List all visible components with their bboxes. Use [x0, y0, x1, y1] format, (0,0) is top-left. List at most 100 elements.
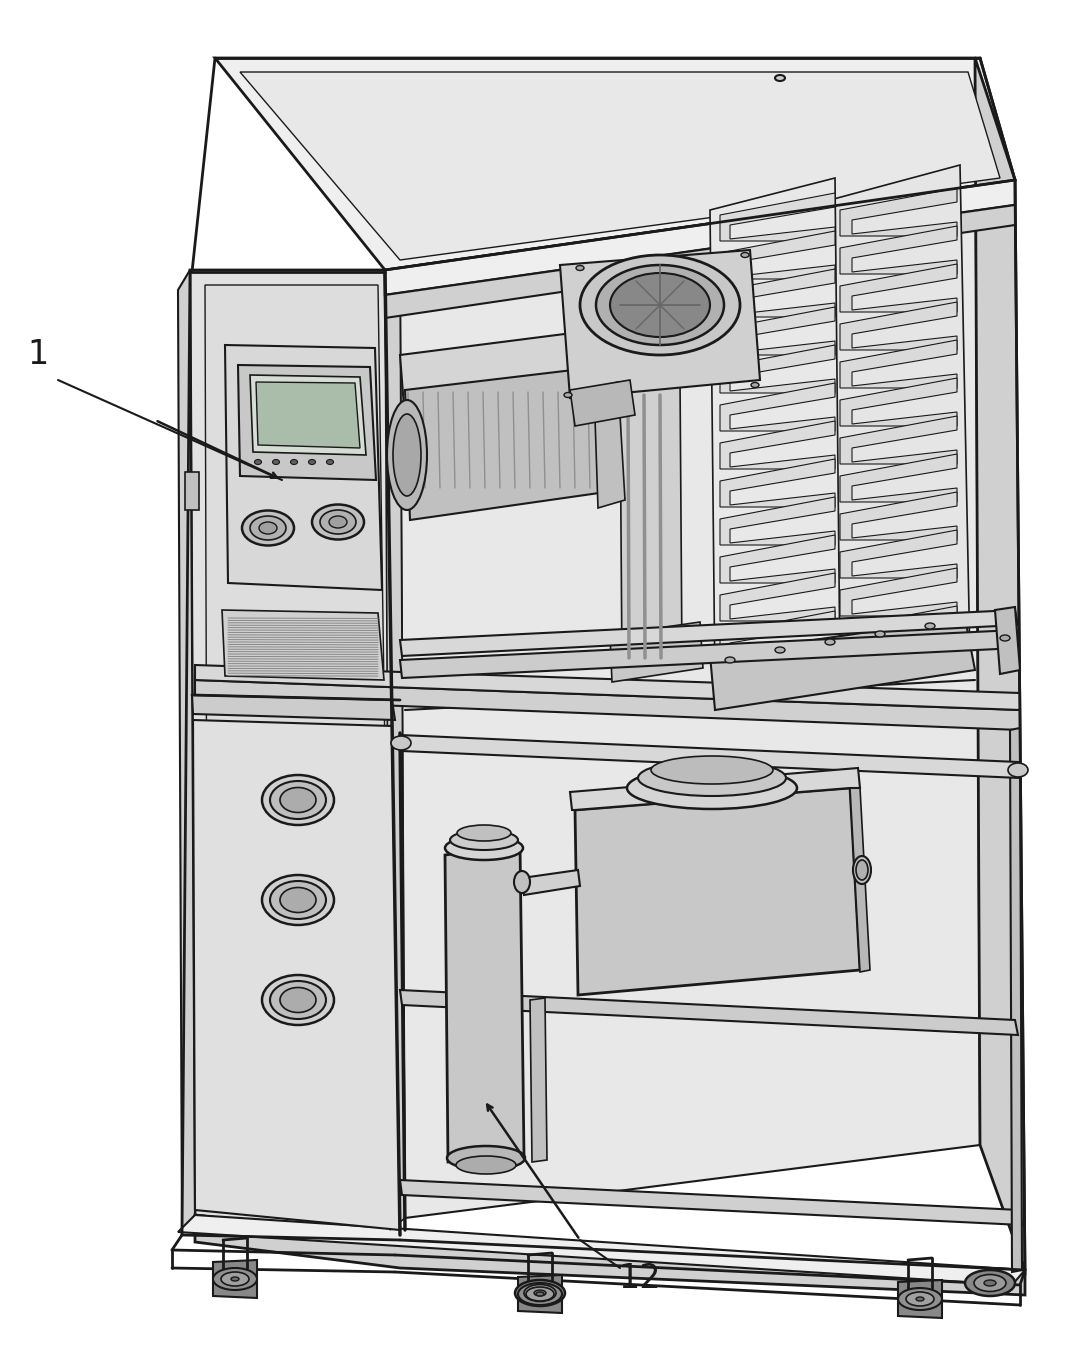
Polygon shape — [721, 535, 835, 583]
Polygon shape — [225, 345, 382, 589]
Ellipse shape — [456, 1156, 516, 1175]
Polygon shape — [1010, 728, 1022, 1272]
Ellipse shape — [328, 516, 347, 528]
Polygon shape — [721, 307, 835, 354]
Ellipse shape — [213, 1268, 257, 1290]
Ellipse shape — [515, 1281, 565, 1306]
Bar — [185, 473, 199, 511]
Polygon shape — [193, 720, 400, 1230]
Ellipse shape — [596, 265, 724, 345]
Polygon shape — [840, 187, 957, 236]
Ellipse shape — [775, 646, 785, 653]
Polygon shape — [850, 788, 870, 972]
Polygon shape — [215, 58, 1015, 270]
Ellipse shape — [564, 392, 572, 398]
Polygon shape — [178, 270, 195, 1232]
Polygon shape — [190, 270, 400, 1240]
Ellipse shape — [581, 255, 740, 354]
Ellipse shape — [262, 875, 334, 925]
Ellipse shape — [291, 459, 297, 464]
Polygon shape — [840, 378, 957, 426]
Polygon shape — [610, 622, 703, 682]
Polygon shape — [710, 618, 975, 710]
Ellipse shape — [393, 414, 421, 496]
Polygon shape — [222, 610, 384, 680]
Polygon shape — [721, 231, 835, 278]
Polygon shape — [721, 345, 835, 392]
Polygon shape — [570, 769, 861, 809]
Ellipse shape — [1001, 636, 1010, 641]
Polygon shape — [400, 58, 980, 1218]
Polygon shape — [595, 382, 625, 508]
Polygon shape — [840, 568, 957, 617]
Polygon shape — [400, 1180, 1022, 1225]
Ellipse shape — [534, 1290, 546, 1296]
Ellipse shape — [526, 1287, 554, 1301]
Ellipse shape — [775, 75, 785, 81]
Polygon shape — [570, 380, 635, 426]
Polygon shape — [238, 365, 376, 479]
Ellipse shape — [524, 1285, 556, 1301]
Polygon shape — [240, 72, 1001, 259]
Polygon shape — [400, 735, 1020, 778]
Ellipse shape — [514, 870, 530, 894]
Polygon shape — [384, 181, 1015, 295]
Polygon shape — [522, 870, 581, 895]
Polygon shape — [560, 250, 760, 398]
Polygon shape — [195, 665, 1020, 710]
Ellipse shape — [741, 253, 749, 258]
Polygon shape — [400, 325, 640, 420]
Polygon shape — [840, 263, 957, 312]
Polygon shape — [384, 270, 405, 1230]
Ellipse shape — [917, 1297, 924, 1301]
Ellipse shape — [984, 1281, 996, 1286]
Ellipse shape — [391, 736, 411, 750]
Polygon shape — [830, 166, 970, 678]
Polygon shape — [995, 607, 1020, 674]
Ellipse shape — [272, 459, 280, 464]
Polygon shape — [840, 340, 957, 388]
Polygon shape — [721, 573, 835, 621]
Ellipse shape — [262, 775, 334, 826]
Polygon shape — [195, 680, 1020, 731]
Ellipse shape — [280, 888, 316, 913]
Ellipse shape — [242, 511, 294, 546]
Ellipse shape — [312, 505, 364, 539]
Polygon shape — [445, 845, 524, 1162]
Ellipse shape — [457, 826, 510, 841]
Polygon shape — [400, 990, 1018, 1035]
Polygon shape — [721, 421, 835, 469]
Polygon shape — [721, 497, 835, 545]
Polygon shape — [721, 269, 835, 316]
Ellipse shape — [906, 1291, 934, 1306]
Polygon shape — [710, 178, 840, 689]
Polygon shape — [975, 58, 1025, 1270]
Ellipse shape — [1008, 763, 1029, 777]
Polygon shape — [178, 1215, 1025, 1285]
Ellipse shape — [254, 459, 262, 464]
Ellipse shape — [898, 1287, 942, 1310]
Polygon shape — [575, 788, 861, 995]
Ellipse shape — [974, 1275, 1006, 1291]
Polygon shape — [400, 196, 975, 315]
Polygon shape — [256, 382, 360, 448]
Ellipse shape — [387, 401, 426, 511]
Ellipse shape — [221, 1272, 249, 1286]
Ellipse shape — [627, 767, 797, 809]
Ellipse shape — [925, 623, 935, 629]
Polygon shape — [840, 606, 957, 655]
Ellipse shape — [258, 521, 277, 534]
Ellipse shape — [270, 881, 326, 919]
Ellipse shape — [518, 1283, 562, 1305]
Polygon shape — [620, 378, 682, 668]
Polygon shape — [205, 285, 392, 1228]
Ellipse shape — [751, 383, 759, 387]
Ellipse shape — [965, 1270, 1015, 1296]
Polygon shape — [840, 492, 957, 540]
Polygon shape — [721, 193, 835, 240]
Ellipse shape — [447, 1146, 524, 1171]
Ellipse shape — [651, 756, 773, 784]
Polygon shape — [840, 454, 957, 502]
Polygon shape — [721, 383, 835, 430]
Ellipse shape — [445, 837, 523, 860]
